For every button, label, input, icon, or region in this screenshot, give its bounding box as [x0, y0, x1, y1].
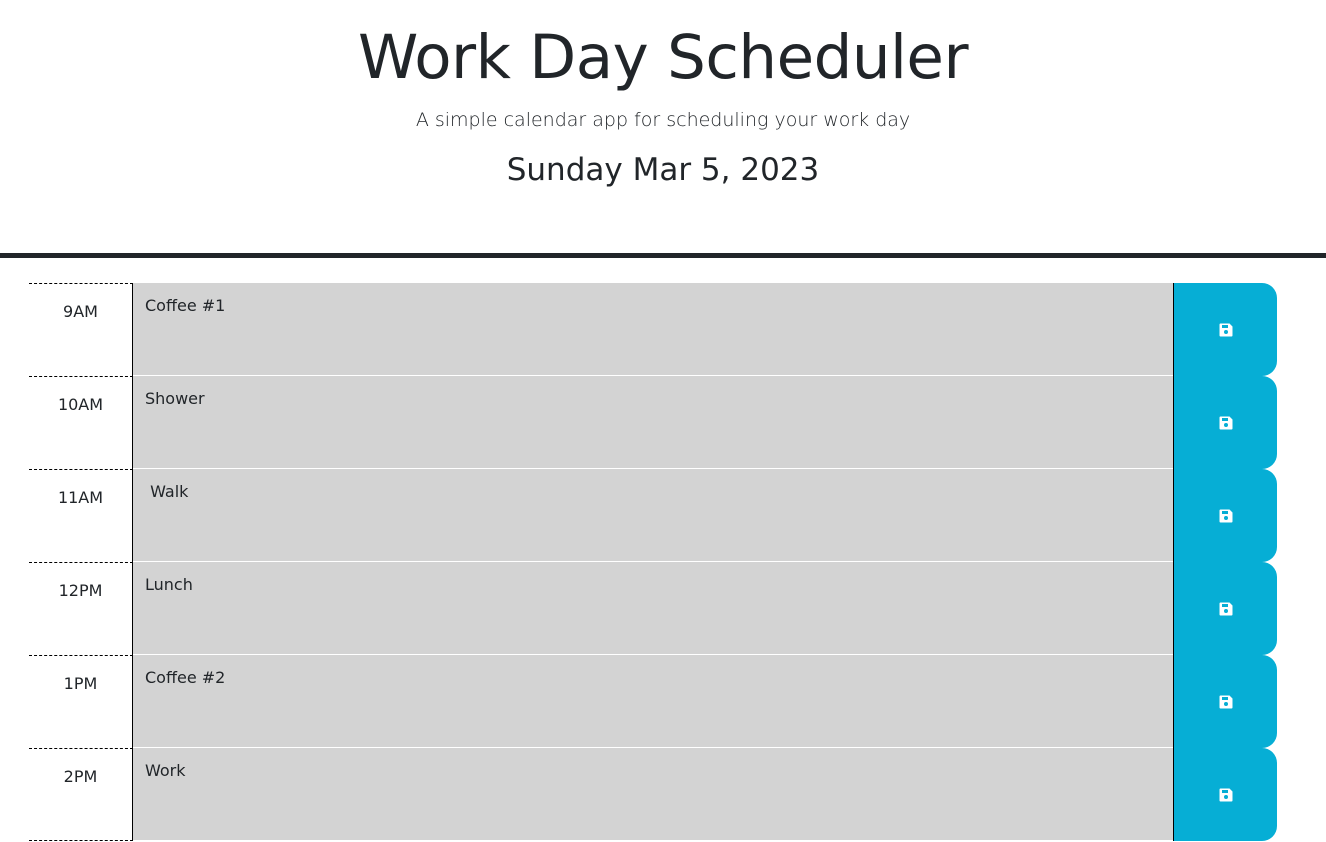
hour-label: 12PM: [29, 562, 133, 655]
save-button[interactable]: [1173, 562, 1277, 655]
description-textarea[interactable]: Shower: [133, 376, 1173, 469]
page-subtitle: A simple calendar app for scheduling you…: [415, 109, 911, 131]
save-button[interactable]: [1173, 376, 1277, 469]
floppy-disk-icon: [1219, 602, 1232, 615]
hour-label: 9AM: [29, 283, 133, 376]
time-block-10am: 10AM Shower: [29, 376, 1277, 469]
page-header: Work Day Scheduler A simple calendar app…: [0, 0, 1326, 258]
page-title: Work Day Scheduler: [357, 22, 969, 93]
time-block-2pm: 2PM Work: [29, 748, 1277, 841]
current-day: Sunday Mar 5, 2023: [506, 152, 820, 188]
description-textarea[interactable]: Coffee #2: [133, 655, 1173, 748]
description-textarea[interactable]: Lunch: [133, 562, 1173, 655]
save-button[interactable]: [1173, 469, 1277, 562]
description-textarea[interactable]: Coffee #1: [133, 283, 1173, 376]
floppy-disk-icon: [1219, 509, 1232, 522]
hour-label: 10AM: [29, 376, 133, 469]
floppy-disk-icon: [1219, 695, 1232, 708]
save-button[interactable]: [1173, 283, 1277, 376]
description-textarea[interactable]: Work: [133, 748, 1173, 841]
time-block-12pm: 12PM Lunch: [29, 562, 1277, 655]
time-block-11am: 11AM Walk: [29, 469, 1277, 562]
floppy-disk-icon: [1219, 323, 1232, 336]
save-button[interactable]: [1173, 655, 1277, 748]
time-block-1pm: 1PM Coffee #2: [29, 655, 1277, 748]
hour-label: 11AM: [29, 469, 133, 562]
hour-label: 2PM: [29, 748, 133, 841]
save-button[interactable]: [1173, 748, 1277, 841]
floppy-disk-icon: [1219, 788, 1232, 801]
description-textarea[interactable]: Walk: [133, 469, 1173, 562]
time-block-9am: 9AM Coffee #1: [29, 283, 1277, 376]
floppy-disk-icon: [1219, 416, 1232, 429]
hour-label: 1PM: [29, 655, 133, 748]
schedule-container: 9AM Coffee #1 10AM Shower 11AM Walk 12PM…: [29, 283, 1277, 841]
